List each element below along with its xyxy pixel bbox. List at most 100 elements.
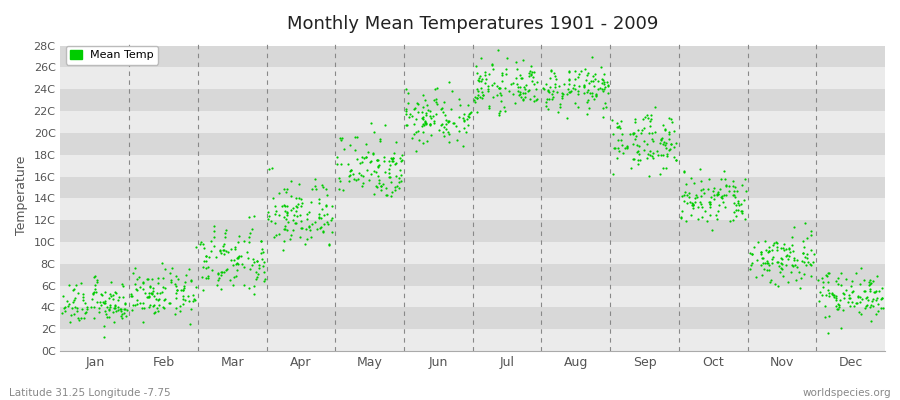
Point [685,202,699,208]
Point [294,225,309,231]
Point [760,260,775,266]
Point [112,294,127,300]
Point [482,104,496,111]
Point [667,154,681,160]
Point [632,143,646,149]
Point [680,200,695,206]
Point [811,276,825,283]
Bar [60,264,885,286]
Point [761,248,776,254]
Point [547,81,562,87]
Point [760,258,774,264]
Point [746,243,760,250]
Point [359,141,374,148]
Point [823,290,837,296]
Point [634,129,648,136]
Point [743,250,758,256]
Point [337,187,351,193]
Point [140,276,154,282]
Point [384,179,399,185]
Point [212,270,226,276]
Point [393,158,408,164]
Point [589,92,603,99]
Point [842,295,857,302]
Point [875,295,889,301]
Point [853,299,868,306]
Point [248,269,263,275]
Point [765,260,779,266]
Point [390,183,404,190]
Point [653,140,668,146]
Point [382,174,396,180]
Point [169,294,184,301]
Point [656,165,670,171]
Point [774,255,788,261]
Point [434,122,448,129]
Point [600,82,615,88]
Point [679,218,693,224]
Point [100,304,114,310]
Point [230,254,245,260]
Point [252,262,266,268]
Point [435,120,449,127]
Point [102,295,116,301]
Point [478,80,492,86]
Point [706,185,721,191]
Point [150,290,165,296]
Point [665,119,680,125]
Point [845,289,859,295]
Point [595,76,609,82]
Point [726,217,741,223]
Point [74,315,88,322]
Point [104,279,119,286]
Point [155,260,169,266]
Point [661,150,675,157]
Point [591,78,606,84]
Point [392,175,406,181]
Point [706,188,720,194]
Point [782,253,796,259]
Point [562,76,576,82]
Point [218,230,232,236]
Point [525,68,539,75]
Point [719,183,733,189]
Point [473,94,488,100]
Point [249,274,264,281]
Point [774,260,788,266]
Point [760,267,774,274]
Point [834,270,849,276]
Point [169,273,184,280]
Point [640,141,654,147]
Point [79,304,94,310]
Point [103,290,117,297]
Point [423,114,437,121]
Point [485,62,500,68]
Point [114,311,129,317]
Point [404,134,419,141]
Point [462,111,476,118]
Point [836,294,850,301]
Point [141,290,156,296]
Point [298,241,312,247]
Point [843,302,858,309]
Point [586,73,600,80]
Point [441,128,455,135]
Point [804,246,818,253]
Point [404,112,419,119]
Point [156,304,170,310]
Point [107,318,122,325]
Point [728,194,742,200]
Point [472,72,487,79]
Point [655,122,670,128]
Point [445,87,459,94]
Point [514,94,528,100]
Point [292,234,307,240]
Point [651,151,665,158]
Point [686,204,700,211]
Point [871,301,886,308]
Point [538,99,553,106]
Point [231,255,246,261]
Point [467,99,482,105]
Point [577,81,591,88]
Point [753,251,768,257]
